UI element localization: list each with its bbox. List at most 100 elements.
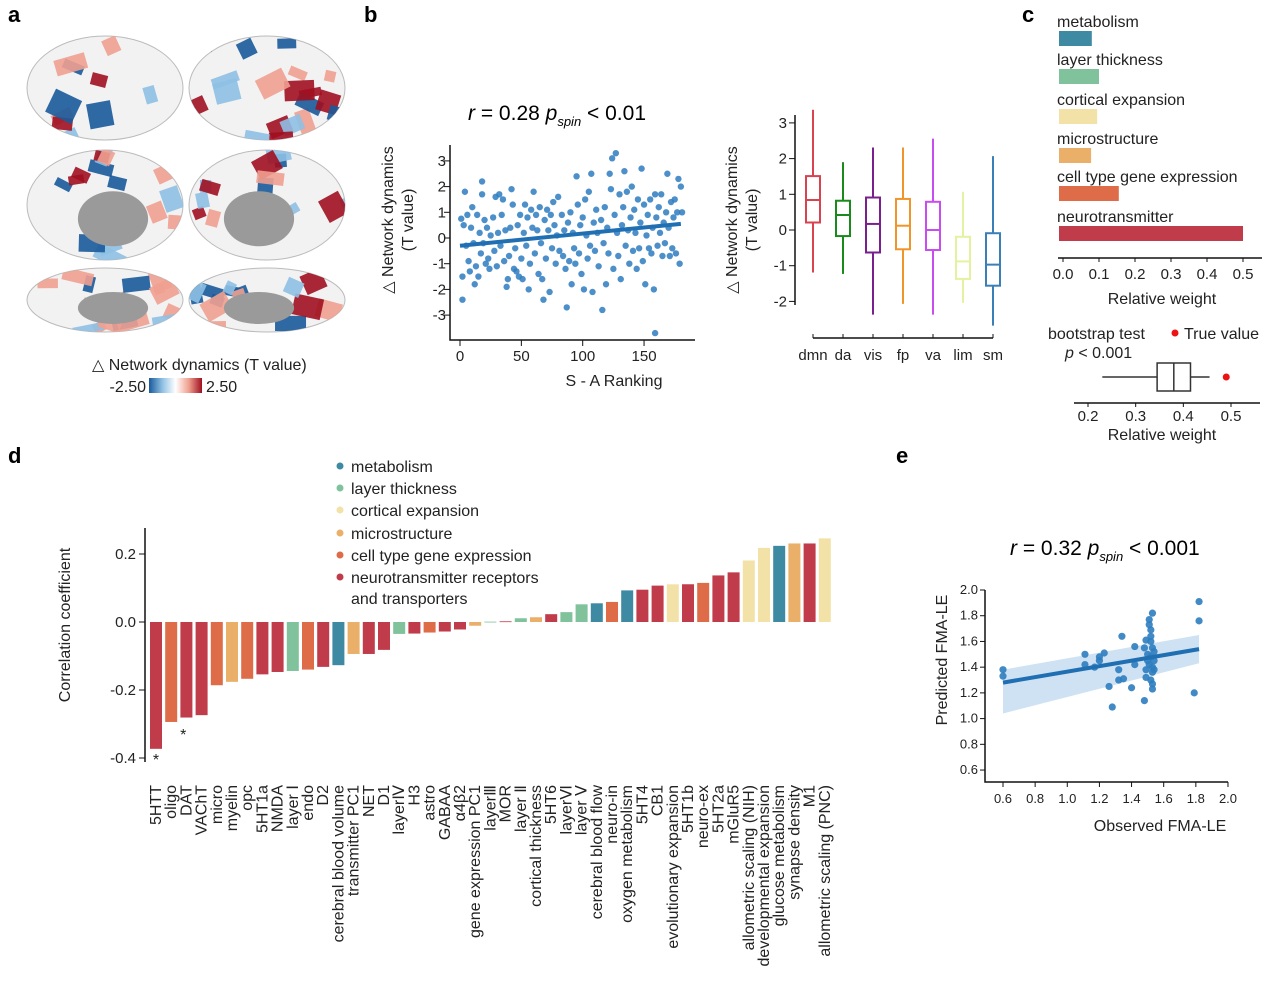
correlation-bar — [651, 585, 664, 622]
brain-parcel — [148, 276, 180, 305]
scatter-point — [999, 672, 1007, 680]
correlation-bar-label: cerebral blood volume — [330, 785, 347, 943]
brain-parcel — [53, 177, 73, 193]
correlation-bar — [484, 621, 497, 623]
correlation-bar — [758, 547, 770, 622]
weight-bar — [1059, 226, 1243, 241]
scatter-e-axes — [984, 590, 1228, 783]
y-tick-label: 2 — [779, 151, 787, 168]
brain-parcel — [145, 200, 168, 224]
scatter-point — [527, 206, 535, 213]
y-tick-label: 1 — [779, 186, 787, 203]
legend-label: and transporters — [351, 591, 468, 608]
x-tick-label: 1.8 — [1187, 791, 1205, 806]
scatter-point — [1115, 666, 1123, 674]
medial-wall — [223, 292, 295, 324]
brain-parcel — [89, 72, 109, 88]
brain-parcel — [107, 175, 128, 192]
legend-dot — [336, 506, 344, 514]
confidence-band — [1003, 635, 1200, 714]
scatter-point — [1131, 660, 1139, 669]
y-tick-label: 3 — [438, 153, 446, 170]
box-iqr — [985, 232, 1001, 287]
scatter-point — [1100, 649, 1108, 657]
panel-label-d: d — [8, 443, 21, 468]
correlation-bar — [499, 621, 512, 623]
weight-bar — [1059, 31, 1092, 46]
scatter-point — [651, 191, 659, 198]
scatter-point — [574, 201, 581, 208]
boxplot-b: -2 -1 0 1 2 3 dmn da vis fp va lim sm △ Network dyna… — [724, 109, 1003, 364]
y-tick-label: 3 — [779, 115, 787, 132]
scatter-point — [497, 242, 504, 249]
correlation-bar — [195, 622, 208, 716]
scatter-point — [644, 211, 651, 219]
y-tick-label: 0 — [438, 230, 446, 247]
scatter-point — [605, 250, 612, 257]
x-tick-label: 0.2 — [1078, 408, 1099, 425]
boxplot-ylabel-1: △ Network dynamics — [724, 146, 741, 293]
scatter-point — [623, 188, 631, 195]
scatter-point — [558, 211, 566, 219]
box-category-label: sm — [983, 347, 1003, 364]
correlation-bar-label: H3 — [406, 785, 423, 806]
scatter-point — [585, 188, 593, 195]
scatter-point — [489, 214, 497, 221]
brain-parcel — [97, 150, 116, 167]
scatter-point — [503, 283, 510, 291]
scatter-point — [595, 263, 602, 270]
x-tick-label: 0.4 — [1197, 266, 1218, 283]
correlation-bar-label: layer Ⅴ — [574, 785, 591, 835]
correlation-bar-label: α4β2 — [452, 785, 469, 821]
box-category-label: fp — [897, 347, 910, 364]
scatter-point — [536, 203, 543, 211]
scatter-point — [1140, 696, 1149, 705]
y-tick-label: 1.8 — [960, 608, 978, 623]
correlation-bar — [560, 612, 573, 622]
correlation-bar — [788, 543, 801, 622]
x-tick-label: 0.2 — [1125, 266, 1146, 283]
brain-parcel — [243, 129, 270, 140]
scatter-point — [1119, 675, 1128, 683]
brain-parcel — [291, 293, 325, 321]
correlation-bar-label: GABAA — [437, 785, 454, 840]
scatter-point — [556, 247, 563, 255]
brain-parcel — [282, 276, 305, 298]
scatter-point — [513, 268, 520, 275]
scatter-point — [637, 219, 644, 226]
scatter-point — [678, 209, 686, 216]
scatter-point — [622, 242, 629, 249]
scatter-point — [1148, 609, 1157, 617]
brain-parcel — [152, 36, 180, 48]
legend-label: microstructure — [351, 526, 452, 543]
scatter-b: r = 0.28 pspin < 0.01 -3 -2 -1 0 1 2 3 0 50 100 15… — [380, 102, 695, 390]
scatter-point — [483, 224, 491, 231]
x-tick-label: 0 — [456, 348, 464, 365]
brain-parcel — [268, 131, 295, 140]
scatter-point — [672, 250, 680, 257]
correlation-bar-label: NMDA — [270, 785, 287, 832]
scatter-point — [466, 268, 474, 275]
correlation-bar — [803, 543, 816, 622]
correlation-bar — [666, 584, 679, 622]
scatter-point — [1147, 637, 1155, 646]
correlation-bar — [423, 622, 436, 633]
scatter-point — [491, 247, 498, 255]
scatter-point — [548, 245, 556, 252]
scatter-point — [529, 224, 536, 231]
scatter-point — [487, 232, 494, 239]
legend-dot — [336, 529, 344, 537]
panel-label-a: a — [8, 2, 21, 27]
x-tick-label: 0.4 — [1173, 408, 1194, 425]
brain-parcel — [277, 38, 297, 49]
scatter-point — [554, 193, 562, 201]
scatter-point — [621, 167, 628, 175]
correlation-bar-label: M1 — [802, 785, 819, 807]
medial-wall — [77, 292, 149, 324]
scatter-point — [599, 306, 606, 314]
brain-parcel — [204, 320, 227, 332]
correlation-bar-label: 5HT1a — [254, 785, 271, 833]
brain-parcel — [279, 113, 306, 137]
brain-parcel — [53, 52, 89, 77]
scatter-point — [476, 229, 483, 237]
